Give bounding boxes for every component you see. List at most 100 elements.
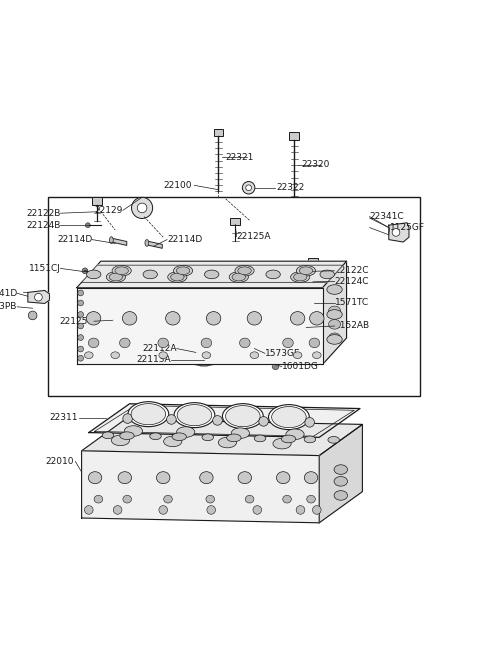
Polygon shape [77, 261, 347, 288]
Ellipse shape [334, 491, 348, 500]
Ellipse shape [273, 438, 291, 449]
Ellipse shape [111, 435, 130, 445]
Text: 22125A: 22125A [237, 232, 271, 241]
Ellipse shape [88, 471, 102, 484]
Circle shape [296, 505, 305, 514]
Ellipse shape [327, 334, 342, 344]
Text: 22341C: 22341C [370, 212, 404, 221]
Circle shape [207, 505, 216, 514]
Ellipse shape [304, 471, 318, 484]
Circle shape [109, 317, 116, 323]
Circle shape [305, 417, 314, 427]
Polygon shape [82, 451, 319, 523]
Ellipse shape [281, 435, 296, 443]
Circle shape [248, 342, 261, 355]
Text: 1152AB: 1152AB [335, 321, 370, 331]
Polygon shape [289, 132, 299, 140]
Text: 1601DG: 1601DG [282, 363, 319, 371]
Ellipse shape [168, 272, 187, 282]
Ellipse shape [172, 433, 186, 441]
Polygon shape [323, 261, 347, 364]
Ellipse shape [304, 436, 316, 443]
Ellipse shape [266, 270, 280, 278]
Ellipse shape [290, 272, 310, 282]
Ellipse shape [124, 426, 143, 436]
Ellipse shape [112, 265, 131, 276]
Ellipse shape [158, 338, 168, 348]
Circle shape [167, 415, 176, 424]
Circle shape [28, 311, 37, 319]
Ellipse shape [106, 272, 125, 282]
Ellipse shape [120, 432, 134, 439]
Ellipse shape [312, 352, 321, 359]
Text: 22122B: 22122B [26, 209, 60, 218]
Polygon shape [230, 218, 240, 225]
Ellipse shape [102, 432, 114, 439]
Ellipse shape [177, 405, 212, 426]
Circle shape [132, 198, 153, 218]
Ellipse shape [206, 312, 221, 325]
Ellipse shape [123, 496, 132, 503]
Text: 1125GF: 1125GF [390, 223, 425, 232]
Text: 22124B: 22124B [26, 220, 60, 230]
Ellipse shape [320, 270, 335, 278]
Circle shape [78, 300, 84, 306]
Ellipse shape [290, 312, 305, 325]
Text: 1123PB: 1123PB [0, 303, 17, 311]
Polygon shape [77, 288, 323, 364]
Ellipse shape [240, 338, 250, 348]
Text: 1151CJ: 1151CJ [29, 264, 60, 273]
Polygon shape [28, 291, 49, 303]
Polygon shape [319, 424, 362, 523]
Text: 1573GE: 1573GE [265, 349, 300, 358]
Circle shape [78, 290, 84, 296]
Circle shape [312, 505, 321, 514]
Ellipse shape [272, 407, 306, 428]
Ellipse shape [122, 312, 137, 325]
Text: 22100: 22100 [164, 181, 192, 190]
Ellipse shape [245, 496, 254, 503]
Circle shape [82, 268, 88, 274]
Ellipse shape [229, 272, 248, 282]
Ellipse shape [173, 265, 192, 276]
Circle shape [35, 293, 42, 301]
Text: 22129: 22129 [95, 206, 123, 215]
Ellipse shape [94, 496, 103, 503]
Ellipse shape [327, 285, 342, 294]
Ellipse shape [283, 496, 291, 503]
Ellipse shape [120, 338, 130, 348]
Circle shape [312, 280, 314, 283]
Text: 1571TC: 1571TC [335, 299, 369, 308]
Ellipse shape [232, 273, 245, 281]
Ellipse shape [166, 312, 180, 325]
Ellipse shape [218, 437, 237, 448]
Ellipse shape [296, 265, 315, 276]
Ellipse shape [202, 352, 211, 359]
Ellipse shape [283, 338, 293, 348]
Ellipse shape [268, 405, 309, 430]
Text: 22114D: 22114D [57, 235, 92, 244]
Ellipse shape [329, 333, 341, 342]
Ellipse shape [310, 312, 324, 325]
Ellipse shape [293, 273, 307, 281]
Circle shape [123, 414, 132, 423]
Ellipse shape [334, 477, 348, 486]
Ellipse shape [286, 429, 304, 439]
Ellipse shape [109, 237, 113, 243]
Ellipse shape [174, 403, 215, 428]
Polygon shape [92, 198, 102, 205]
Ellipse shape [204, 270, 219, 278]
Text: 22321: 22321 [226, 153, 254, 162]
Circle shape [113, 505, 122, 514]
Circle shape [253, 505, 262, 514]
Ellipse shape [299, 267, 312, 274]
Ellipse shape [222, 404, 263, 428]
Ellipse shape [156, 471, 170, 484]
Text: 22125C: 22125C [60, 317, 94, 326]
Ellipse shape [327, 310, 342, 319]
Polygon shape [308, 258, 318, 266]
Polygon shape [214, 128, 223, 136]
Ellipse shape [276, 471, 290, 484]
Circle shape [246, 185, 252, 190]
Ellipse shape [235, 265, 254, 276]
